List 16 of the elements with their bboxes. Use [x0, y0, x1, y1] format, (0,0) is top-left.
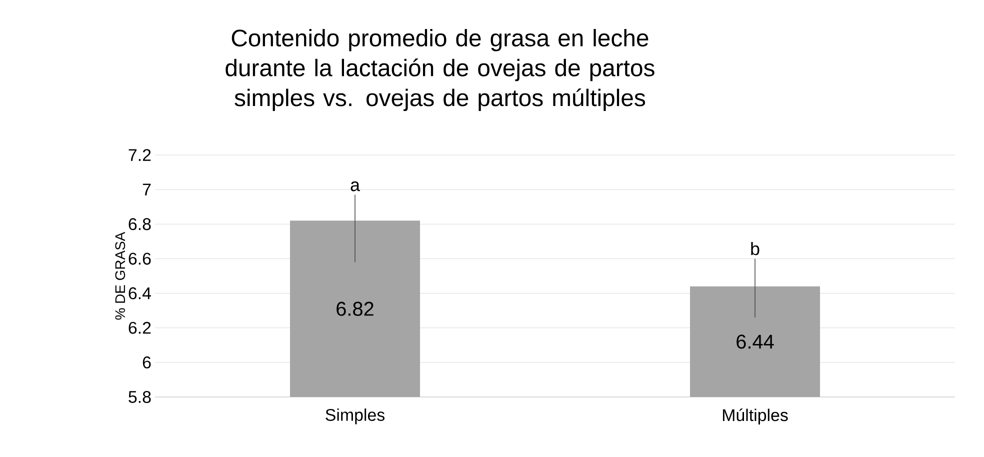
annotation: b: [751, 242, 760, 256]
y-tick-label: 6.6: [128, 252, 151, 265]
data-label: 6.82: [336, 302, 374, 316]
annotation: a: [350, 181, 360, 192]
y-tick-label: 7.2: [128, 149, 151, 161]
y-tick-label: 6: [142, 356, 151, 368]
y-tick-label: 6.2: [128, 322, 151, 334]
y-tick-label: 7: [142, 184, 151, 196]
y-tick-label: 5.8: [128, 390, 151, 403]
chart-title: Contenido promedio de grasa en leche durante la lactación de ovejas de partos simples vs. ovejas de partos múltiples: [226, 28, 654, 112]
y-tick-label: 6.8: [128, 218, 151, 230]
y-tick-label: 6.4: [128, 287, 151, 300]
y-axis-title: % DE GRASA: [115, 232, 126, 320]
x-tick-label: Simples: [326, 408, 385, 424]
x-tick-label: Múltiples: [722, 408, 788, 424]
data-label: 6.44: [736, 334, 774, 349]
